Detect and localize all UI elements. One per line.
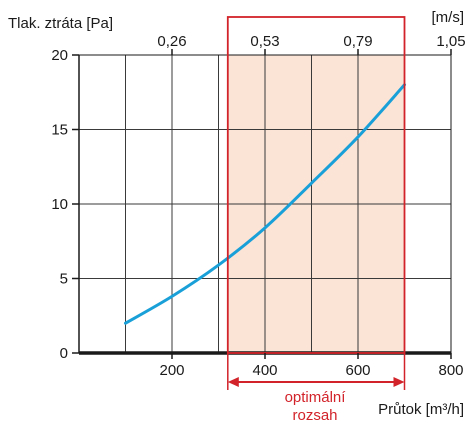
top-tick-label: 0,26: [157, 33, 186, 50]
top-tick-label: 1,05: [436, 33, 465, 50]
y-tick-label: 10: [51, 196, 68, 213]
y-tick-label: 5: [60, 271, 68, 288]
optimal-range-label-line1: optimální: [285, 389, 347, 406]
range-arrow-left-head: [227, 377, 239, 387]
x-tick-label: 600: [345, 362, 370, 379]
y-tick-label: 20: [51, 47, 68, 64]
y-tick-label: 0: [60, 345, 68, 362]
tick-labels-layer: 0 5 10 15 20 200 400 600 800 0,26 0,53 0,79 1,05: [51, 33, 465, 379]
optimal-range-border-layer: [226, 16, 406, 390]
x-tick-label: 800: [438, 362, 463, 379]
pressure-loss-curve: [124, 83, 406, 325]
x-tick-label: 200: [159, 362, 184, 379]
top-tick-label: 0,53: [250, 33, 279, 50]
labels-layer: Tlak. ztráta [Pa] [m/s] Průtok [m³/h] op…: [8, 9, 464, 424]
x-axis-label: Průtok [m³/h]: [378, 401, 464, 418]
optimal-range-border: [226, 16, 406, 354]
range-arrow-right-head: [393, 377, 405, 387]
curve-layer: [124, 83, 406, 325]
optimal-range-label-line2: rozsah: [292, 407, 337, 424]
x-tick-label: 400: [252, 362, 277, 379]
top-axis-unit-label: [m/s]: [432, 9, 465, 26]
y-tick-label: 15: [51, 122, 68, 139]
top-tick-label: 0,79: [343, 33, 372, 50]
y-axis-label: Tlak. ztráta [Pa]: [8, 15, 113, 32]
